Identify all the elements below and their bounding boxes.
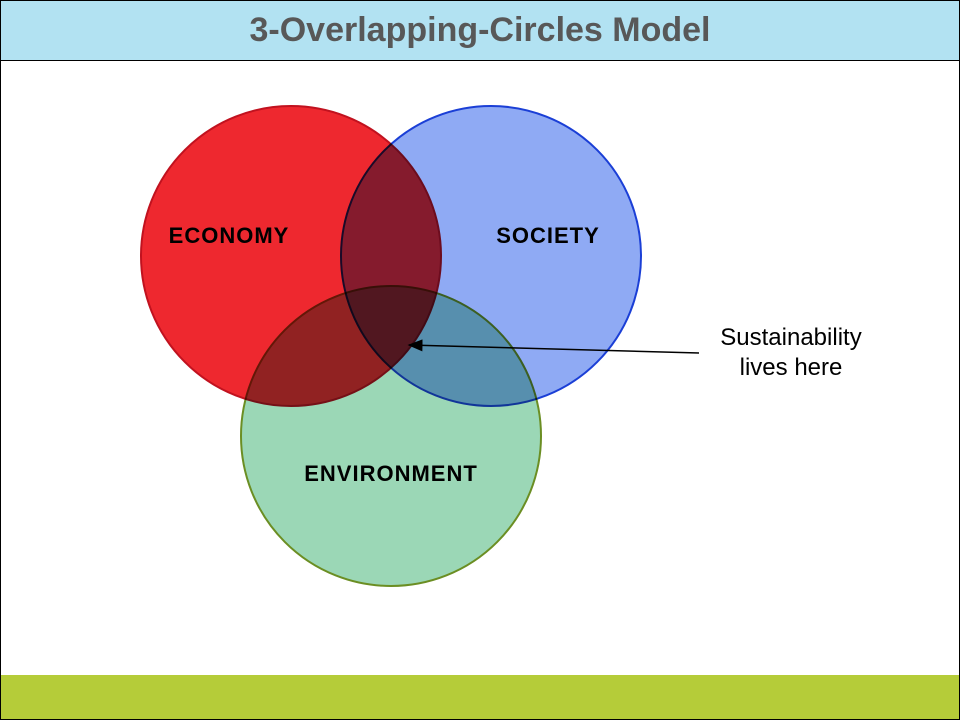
annotation-text-line2: lives here: [740, 354, 843, 381]
footer-bar: [1, 675, 959, 719]
page-title: 3-Overlapping-Circles Model: [250, 11, 711, 50]
diagram-frame: 3-Overlapping-Circles Model ECONOMY SOCI…: [0, 0, 960, 720]
circle-environment: [241, 286, 541, 586]
venn-svg: ECONOMY SOCIETY ENVIRONMENT Sustainabili…: [1, 61, 959, 675]
venn-circles-group: [141, 106, 641, 586]
venn-diagram-area: ECONOMY SOCIETY ENVIRONMENT Sustainabili…: [1, 61, 959, 675]
header-bar: 3-Overlapping-Circles Model: [1, 1, 959, 61]
label-society: SOCIETY: [496, 223, 600, 248]
annotation-text-line1: Sustainability: [720, 324, 861, 351]
label-economy: ECONOMY: [169, 223, 290, 248]
label-environment: ENVIRONMENT: [304, 461, 478, 486]
